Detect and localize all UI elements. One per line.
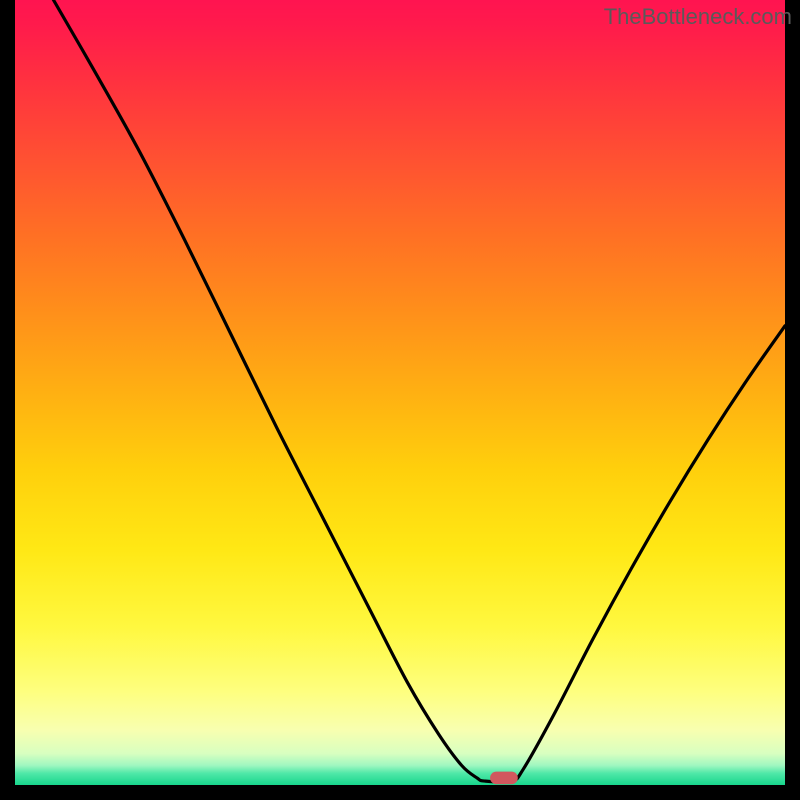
border-bottom xyxy=(0,785,800,800)
border-left xyxy=(0,0,15,800)
chart-svg xyxy=(0,0,800,800)
bottleneck-chart: TheBottleneck.com xyxy=(0,0,800,800)
border-right xyxy=(785,0,800,800)
optimal-marker xyxy=(490,772,518,785)
